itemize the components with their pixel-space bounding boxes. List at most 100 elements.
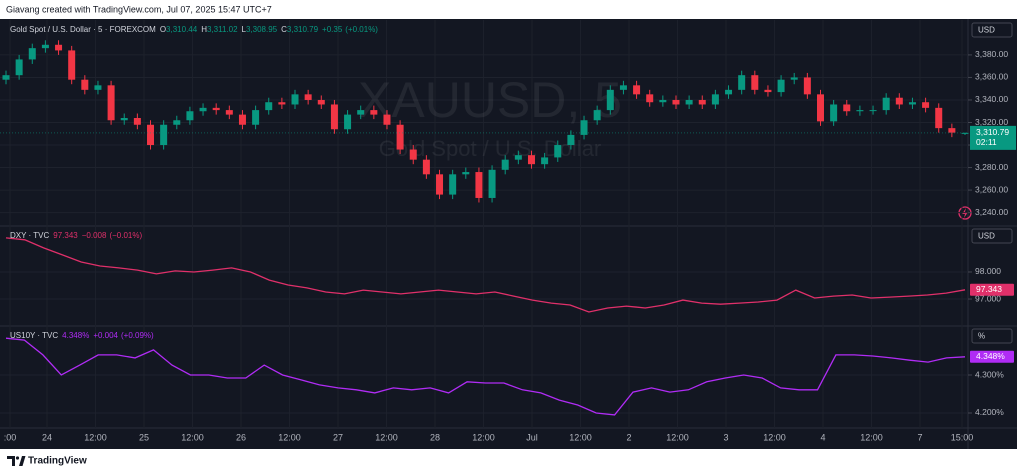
candle-body bbox=[698, 99, 706, 105]
y-tick-label: 3,380.00 bbox=[975, 49, 1008, 59]
x-tick-label: 12:00 bbox=[666, 432, 689, 442]
y-tick-label: 3,340.00 bbox=[975, 94, 1008, 104]
candle-body bbox=[922, 102, 930, 108]
candle-body bbox=[948, 128, 956, 133]
currency-label: USD bbox=[978, 26, 995, 35]
candle-body bbox=[882, 97, 890, 111]
last-price-label: 3,310.79 bbox=[976, 127, 1009, 137]
candle-body bbox=[396, 124, 404, 150]
candle-body bbox=[501, 159, 509, 170]
logo-mark bbox=[7, 456, 15, 466]
legend: US10Y · TVC 4.348% +0.004 (+0.09%) bbox=[10, 331, 154, 340]
legend-change-pct: (+0.01%) bbox=[345, 25, 378, 34]
legend-key: H bbox=[201, 25, 207, 34]
candle-body bbox=[225, 110, 233, 115]
x-tick-label: 12:00 bbox=[763, 432, 786, 442]
x-tick-label: 7 bbox=[917, 432, 922, 442]
candle-body bbox=[869, 110, 877, 112]
legend-symbol: US10Y · TVC bbox=[10, 331, 58, 340]
series-line bbox=[5, 237, 966, 313]
currency-label: USD bbox=[978, 232, 995, 241]
legend-value: 3,310.44 bbox=[166, 25, 198, 34]
candle-body bbox=[659, 99, 667, 103]
credit: Giavang created with TradingView.com, Ju… bbox=[6, 4, 272, 14]
candle-body bbox=[935, 107, 943, 129]
candle-body bbox=[567, 134, 575, 146]
candle-body bbox=[711, 94, 719, 105]
x-tick-label: 12:00 bbox=[84, 432, 107, 442]
candle-body bbox=[751, 75, 759, 90]
candle-body bbox=[462, 172, 470, 175]
last-price-badge bbox=[970, 125, 1016, 150]
x-tick-label: 24 bbox=[42, 432, 52, 442]
candle-body bbox=[672, 99, 680, 105]
y-tick-label: 3,320.00 bbox=[975, 117, 1008, 127]
candle-body bbox=[527, 155, 535, 165]
candle-body bbox=[777, 79, 785, 93]
legend-change: +0.004 bbox=[93, 331, 118, 340]
candle-body bbox=[383, 114, 391, 125]
candle-body bbox=[436, 174, 444, 195]
candle-body bbox=[107, 85, 115, 121]
candle-body bbox=[619, 85, 627, 90]
candle-body bbox=[186, 111, 194, 121]
candle-body bbox=[252, 110, 260, 125]
chart-background bbox=[0, 19, 1017, 449]
candle-body bbox=[790, 77, 798, 80]
currency-badge bbox=[971, 328, 1013, 344]
last-price-label: 97.343 bbox=[976, 284, 1002, 294]
candle-body bbox=[606, 89, 614, 111]
x-tick-label: 26 bbox=[236, 432, 246, 442]
candle-body bbox=[133, 117, 141, 125]
y-tick-label: 4.200% bbox=[975, 407, 1004, 417]
candle-body bbox=[764, 89, 772, 93]
candle-body bbox=[2, 75, 10, 80]
currency-badge bbox=[971, 228, 1013, 244]
x-tick-label: 12:00 bbox=[860, 432, 883, 442]
footer-logo bbox=[7, 456, 26, 466]
currency-badge bbox=[971, 22, 1013, 38]
legend-value: 3,311.02 bbox=[207, 25, 238, 34]
watermark: XAUUSD, 5 bbox=[358, 72, 622, 128]
last-price-label: 4.348% bbox=[976, 351, 1005, 361]
x-tick-label: 12:00 bbox=[375, 432, 398, 442]
candle-body bbox=[488, 169, 496, 198]
candle-body bbox=[238, 114, 246, 125]
x-tick-label: 12:00 bbox=[472, 432, 495, 442]
candle-body bbox=[160, 124, 168, 146]
candle-body bbox=[895, 97, 903, 105]
candle-body bbox=[68, 50, 76, 80]
series-line bbox=[5, 337, 966, 416]
logo-dot bbox=[15, 456, 20, 460]
candle-body bbox=[514, 155, 522, 160]
candle-body bbox=[291, 94, 299, 105]
candle-body bbox=[830, 104, 838, 122]
candle-body bbox=[120, 117, 128, 121]
legend-key: C bbox=[281, 25, 287, 34]
candle-body bbox=[475, 172, 483, 198]
currency-label: % bbox=[978, 332, 985, 341]
candle-body bbox=[908, 102, 916, 105]
y-tick-label: 98.000 bbox=[975, 266, 1001, 276]
candle-body bbox=[541, 157, 549, 165]
candle-body bbox=[816, 94, 824, 122]
y-tick-label: 3,260.00 bbox=[975, 184, 1008, 194]
x-tick-label: Jul bbox=[526, 432, 538, 442]
y-tick-label: 3,240.00 bbox=[975, 207, 1008, 217]
x-tick-label: 4 bbox=[820, 432, 825, 442]
legend-key: O bbox=[160, 25, 166, 34]
x-tick-label: 12:00 bbox=[278, 432, 301, 442]
legend-change: −0.008 bbox=[82, 231, 107, 240]
candle-body bbox=[15, 59, 23, 76]
candle-body bbox=[317, 99, 325, 105]
candle-body bbox=[94, 85, 102, 90]
candle-body bbox=[685, 99, 693, 105]
x-tick-label: :00 bbox=[4, 432, 17, 442]
legend-symbol: Gold Spot / U.S. Dollar · 5 · FOREXCOM bbox=[10, 25, 156, 34]
x-tick-label: 12:00 bbox=[181, 432, 204, 442]
last-price-badge bbox=[970, 283, 1014, 296]
candle-body bbox=[449, 174, 457, 195]
last-price-badge bbox=[970, 350, 1014, 363]
y-tick-label: 3,360.00 bbox=[975, 72, 1008, 82]
